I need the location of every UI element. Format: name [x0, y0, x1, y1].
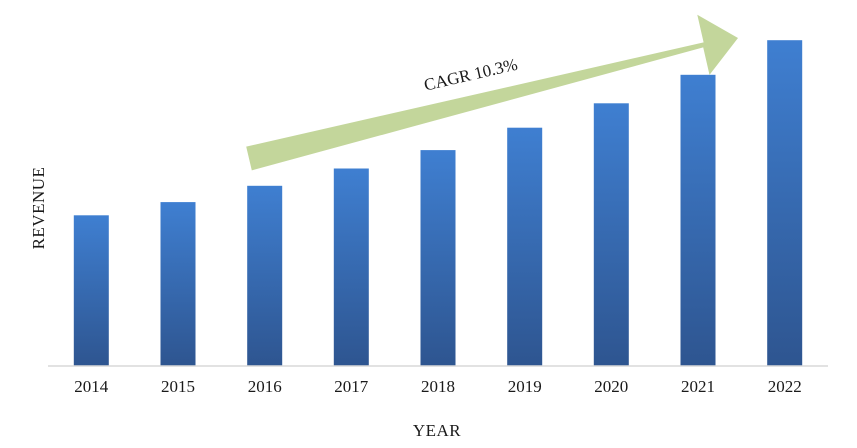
x-tick-label-2018: 2018: [421, 377, 455, 396]
x-tick-label-2014: 2014: [74, 377, 109, 396]
x-tick-labels: 2014 2015 2016 2017 2018 2019 2020 2021 2022: [74, 377, 801, 396]
x-tick-label-2019: 2019: [508, 377, 542, 396]
x-tick-label-2021: 2021: [681, 377, 715, 396]
x-tick-label-2020: 2020: [594, 377, 628, 396]
bar-2015: [160, 202, 196, 366]
cagr-arrow: [246, 14, 738, 171]
x-tick-label-2017: 2017: [334, 377, 369, 396]
bar-2021: [680, 74, 716, 367]
bar-2017: [333, 168, 369, 366]
bar-2018: [420, 150, 456, 366]
y-axis-title: REVENUE: [29, 167, 48, 250]
bar-2016: [247, 185, 283, 366]
x-axis-title: YEAR: [413, 421, 461, 440]
x-tick-label-2016: 2016: [248, 377, 282, 396]
bar-2014: [73, 215, 109, 366]
x-tick-label-2015: 2015: [161, 377, 195, 396]
x-tick-label-2022: 2022: [768, 377, 802, 396]
bar-2019: [507, 127, 543, 366]
bars-group: [73, 40, 803, 367]
bar-2022: [767, 40, 803, 366]
bar-2020: [593, 103, 629, 367]
